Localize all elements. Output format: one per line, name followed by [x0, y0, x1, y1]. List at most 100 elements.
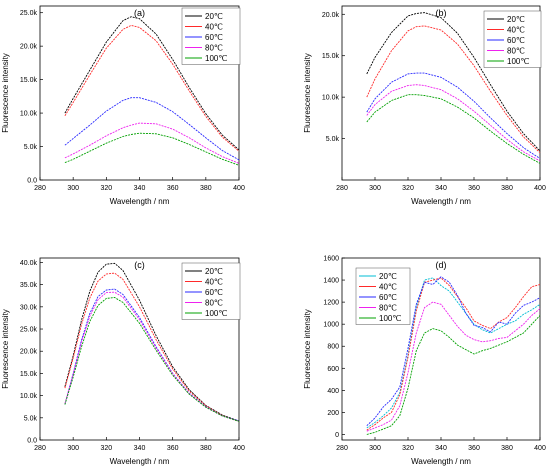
- y-tick-label: 25.0k: [20, 10, 38, 17]
- y-tick-label: 20.0k: [20, 349, 38, 356]
- legend-label: 20℃: [205, 267, 223, 276]
- legend-box: [355, 267, 411, 325]
- y-tick-label: 40.0k: [20, 260, 38, 267]
- y-axis-title: Fluorescence intensity: [1, 53, 10, 133]
- x-tick-label: 280: [34, 185, 46, 192]
- legend-label: 100℃: [205, 309, 227, 318]
- x-axis-title: Wavelength / nm: [110, 457, 170, 466]
- legend-label: 20℃: [507, 15, 525, 24]
- x-axis-title: Wavelength / nm: [411, 457, 471, 466]
- series-line-1: [366, 277, 541, 429]
- legend-box: [483, 10, 542, 68]
- legend-label: 60℃: [379, 293, 397, 302]
- legend-label: 20℃: [205, 12, 223, 21]
- series-line-3: [366, 276, 541, 427]
- y-tick-label: 1000: [323, 322, 339, 329]
- x-tick-label: 280: [34, 445, 46, 452]
- y-tick-label: 600: [327, 366, 339, 373]
- series-line-5: [64, 132, 240, 166]
- x-tick-label: 280: [336, 185, 348, 192]
- y-axis-title: Fluorescence intensity: [1, 309, 10, 389]
- x-tick-label: 360: [468, 445, 480, 452]
- x-tick-label: 380: [501, 185, 513, 192]
- y-tick-label: 20.0k: [20, 44, 38, 51]
- y-tick-label: 5.0k: [24, 144, 38, 151]
- y-tick-label: 10.0k: [20, 393, 38, 400]
- x-tick-label: 280: [336, 445, 348, 452]
- x-tick-label: 400: [233, 445, 245, 452]
- y-tick-label: 20.0k: [322, 12, 340, 19]
- y-tick-label: 0.0: [27, 178, 37, 185]
- legend-label: 60℃: [205, 33, 223, 42]
- x-axis-title: Wavelength / nm: [411, 197, 471, 206]
- series-line-5: [366, 94, 541, 164]
- panel-label: (b): [436, 8, 447, 18]
- x-tick-label: 360: [167, 445, 179, 452]
- y-tick-label: 15.0k: [20, 77, 38, 84]
- legend-label: 40℃: [205, 23, 223, 32]
- x-tick-label: 300: [369, 445, 381, 452]
- series-line-4: [64, 122, 240, 164]
- legend-label: 100℃: [205, 54, 227, 63]
- legend-label: 40℃: [205, 278, 223, 287]
- y-axis-title: Fluorescence intensity: [303, 53, 312, 133]
- y-tick-label: 800: [327, 344, 339, 351]
- y-tick-label: 10.0k: [20, 111, 38, 118]
- legend-label: 60℃: [507, 36, 525, 45]
- panel-label: (a): [134, 8, 145, 18]
- x-tick-label: 400: [534, 185, 546, 192]
- y-tick-label: 5.0k: [326, 136, 340, 143]
- legend-label: 80℃: [205, 299, 223, 308]
- series-line-4: [366, 301, 541, 432]
- x-tick-label: 300: [67, 445, 79, 452]
- x-tick-label: 400: [233, 185, 245, 192]
- y-tick-label: 35.0k: [20, 282, 38, 289]
- x-tick-label: 340: [435, 445, 447, 452]
- y-tick-label: 30.0k: [20, 304, 38, 311]
- x-tick-label: 320: [402, 445, 414, 452]
- x-tick-label: 380: [200, 445, 212, 452]
- series-line-3: [64, 288, 240, 422]
- series-line-3: [366, 72, 541, 159]
- y-tick-label: 15.0k: [20, 371, 38, 378]
- chart-panel-2: (b) 280 300 320 340 360 380 400 5.0k 10.0k 15.0k 20…: [303, 5, 546, 206]
- x-tick-label: 340: [435, 185, 447, 192]
- y-axis-title: Fluorescence intensity: [303, 309, 312, 389]
- x-axis-title: Wavelength / nm: [110, 197, 170, 206]
- series-line-5: [64, 297, 240, 422]
- legend-label: 100℃: [507, 57, 529, 66]
- series-line-2: [64, 272, 240, 422]
- chart-panel-3: (c) 280 300 320 340 360 380 400 0.0 5.0k 10.0k 15.0…: [1, 257, 245, 466]
- panel-label: (c): [134, 260, 145, 270]
- series-line-2: [366, 25, 541, 154]
- x-tick-label: 340: [134, 445, 146, 452]
- series-line-5: [366, 315, 541, 435]
- legend-label: 40℃: [507, 26, 525, 35]
- y-tick-label: 200: [327, 410, 339, 417]
- y-tick-label: 0.0: [27, 438, 37, 445]
- y-tick-label: 25.0k: [20, 327, 38, 334]
- y-tick-label: 400: [327, 388, 339, 395]
- x-tick-label: 400: [534, 445, 546, 452]
- legend-label: 80℃: [379, 304, 397, 313]
- x-tick-label: 300: [67, 185, 79, 192]
- y-tick-label: 15.0k: [322, 53, 340, 60]
- panel-label: (d): [436, 260, 447, 270]
- legend-box: [181, 262, 241, 320]
- chart-panel-4: (d) 280 300 320 340 360 380 400 0 200 400 600 800 100…: [303, 256, 546, 467]
- legend-label: 20℃: [379, 272, 397, 281]
- legend-label: 100℃: [379, 314, 401, 323]
- series-line-2: [366, 277, 541, 431]
- x-tick-label: 320: [402, 185, 414, 192]
- y-tick-label: 5.0k: [24, 415, 38, 422]
- x-tick-label: 380: [501, 445, 513, 452]
- legend-label: 40℃: [379, 283, 397, 292]
- x-tick-label: 320: [100, 445, 112, 452]
- x-tick-label: 300: [369, 185, 381, 192]
- legend-box: [181, 7, 241, 65]
- series-line-3: [64, 97, 240, 161]
- y-tick-label: 1200: [323, 300, 339, 307]
- series-line-4: [366, 84, 541, 162]
- x-tick-label: 320: [100, 185, 112, 192]
- legend-label: 80℃: [507, 47, 525, 56]
